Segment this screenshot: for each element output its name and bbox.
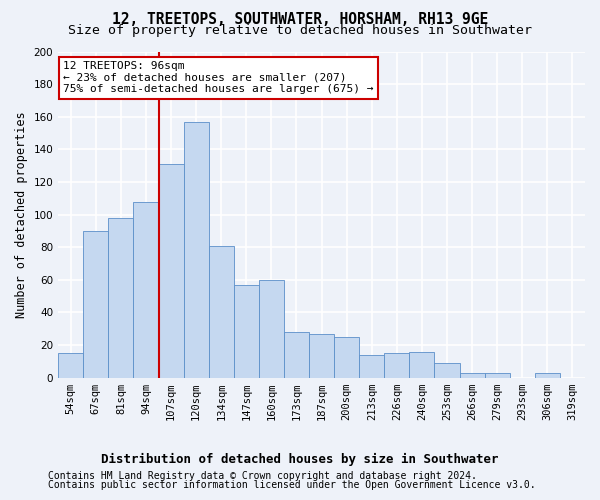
- Bar: [359, 355, 385, 378]
- Bar: [58, 353, 83, 378]
- Bar: [209, 246, 234, 378]
- Bar: [259, 280, 284, 378]
- Text: Contains public sector information licensed under the Open Government Licence v3: Contains public sector information licen…: [48, 480, 536, 490]
- Bar: [184, 122, 209, 378]
- Text: 12 TREETOPS: 96sqm
← 23% of detached houses are smaller (207)
75% of semi-detach: 12 TREETOPS: 96sqm ← 23% of detached hou…: [64, 62, 374, 94]
- Bar: [234, 284, 259, 378]
- Bar: [334, 337, 359, 378]
- Bar: [434, 363, 460, 378]
- Bar: [133, 202, 158, 378]
- Text: Contains HM Land Registry data © Crown copyright and database right 2024.: Contains HM Land Registry data © Crown c…: [48, 471, 477, 481]
- Bar: [83, 231, 109, 378]
- Y-axis label: Number of detached properties: Number of detached properties: [15, 112, 28, 318]
- Bar: [385, 353, 409, 378]
- Text: Distribution of detached houses by size in Southwater: Distribution of detached houses by size …: [101, 452, 499, 466]
- Bar: [409, 352, 434, 378]
- Bar: [284, 332, 309, 378]
- Bar: [485, 372, 510, 378]
- Bar: [460, 372, 485, 378]
- Text: 12, TREETOPS, SOUTHWATER, HORSHAM, RH13 9GE: 12, TREETOPS, SOUTHWATER, HORSHAM, RH13 …: [112, 12, 488, 28]
- Bar: [309, 334, 334, 378]
- Text: Size of property relative to detached houses in Southwater: Size of property relative to detached ho…: [68, 24, 532, 37]
- Bar: [535, 372, 560, 378]
- Bar: [158, 164, 184, 378]
- Bar: [109, 218, 133, 378]
